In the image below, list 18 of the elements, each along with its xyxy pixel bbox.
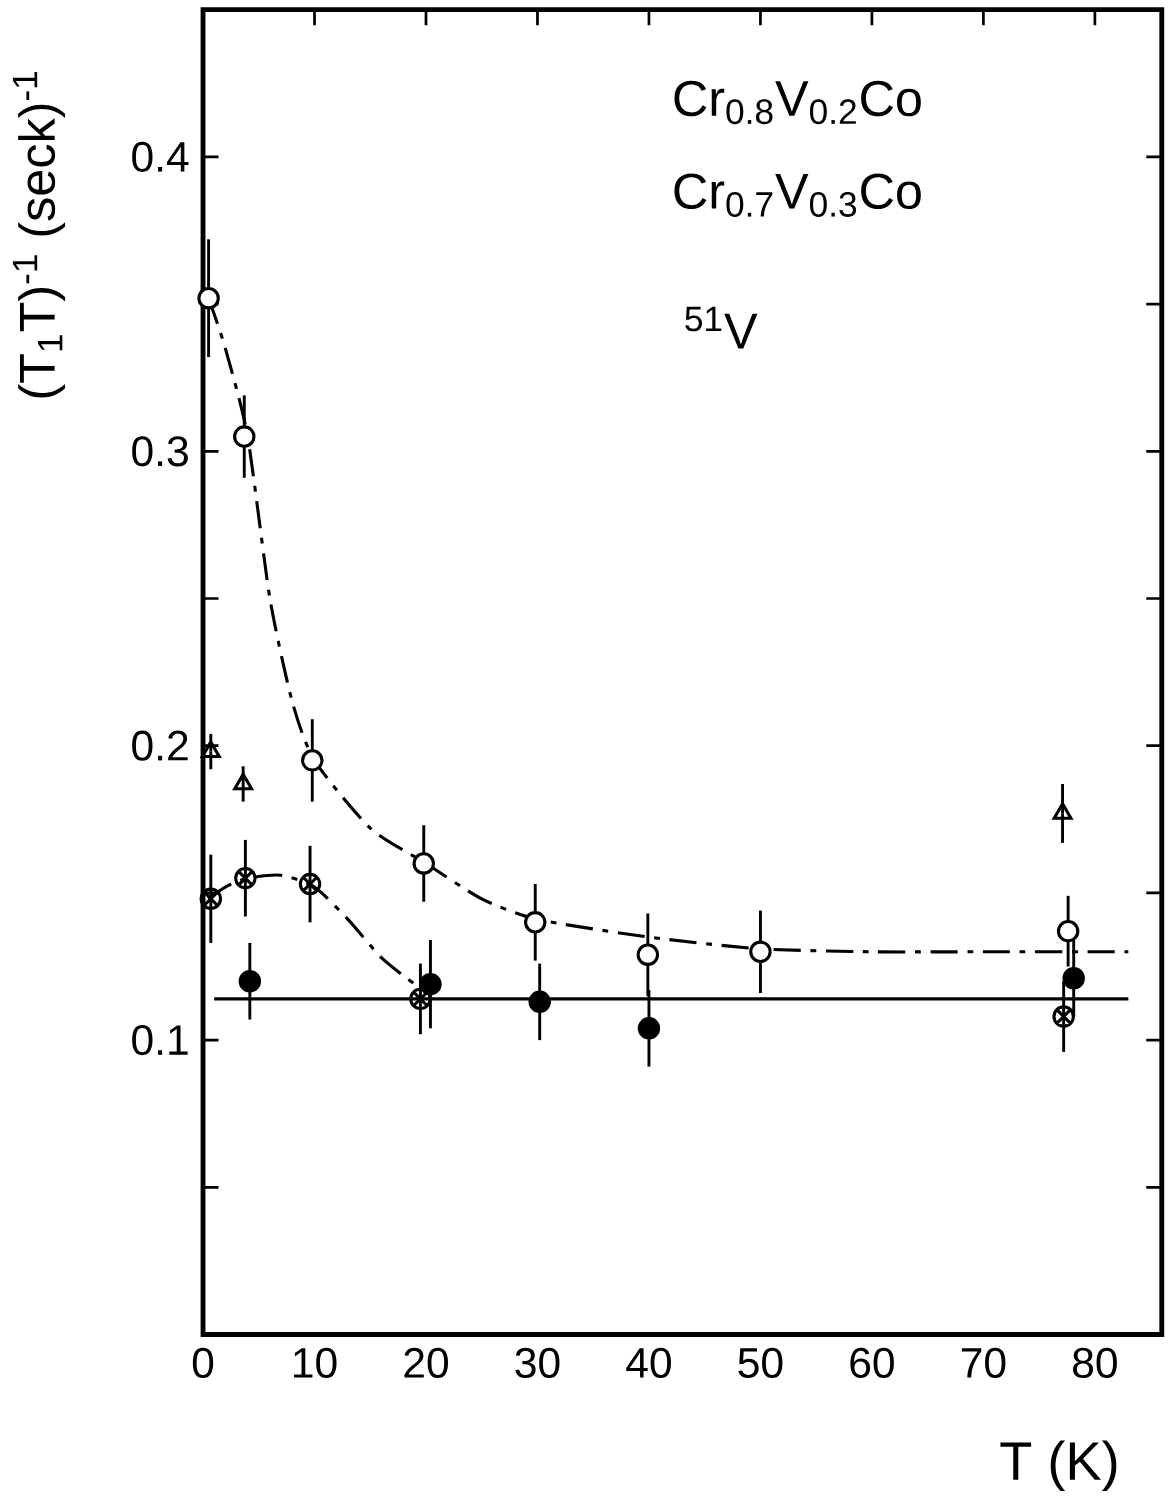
x-tick-label: 50 [738,1347,783,1378]
x-tick-label: 30 [515,1347,560,1378]
y-tick-label: 0.2 [132,730,188,761]
annotation: Cr$_{0.8}$V$_{0.2}$Co [674,80,921,125]
x-tick-label: 20 [404,1347,448,1378]
x-tick-label: 0 [192,1347,214,1378]
annotation: Cr$_{0.7}$V$_{0.3}$Co [674,173,921,217]
x-tick-label: 70 [961,1347,1006,1378]
x-tick-label: 40 [626,1347,671,1378]
annotation: $^{51}$V [685,306,758,349]
y-tick-label: 0.4 [132,141,189,172]
x-tick-label: 60 [850,1347,894,1378]
y-axis-title: (T$_{1}$T)$^{-1}$ (seck)$^{-1}$ [12,71,65,398]
y-tick-label: 0.3 [132,436,188,467]
x-tick-label: 10 [293,1347,337,1378]
x-tick-label: 80 [1072,1347,1117,1378]
x-axis-title: T (K) [1000,1440,1117,1492]
y-tick-label: 0.1 [132,1025,188,1056]
